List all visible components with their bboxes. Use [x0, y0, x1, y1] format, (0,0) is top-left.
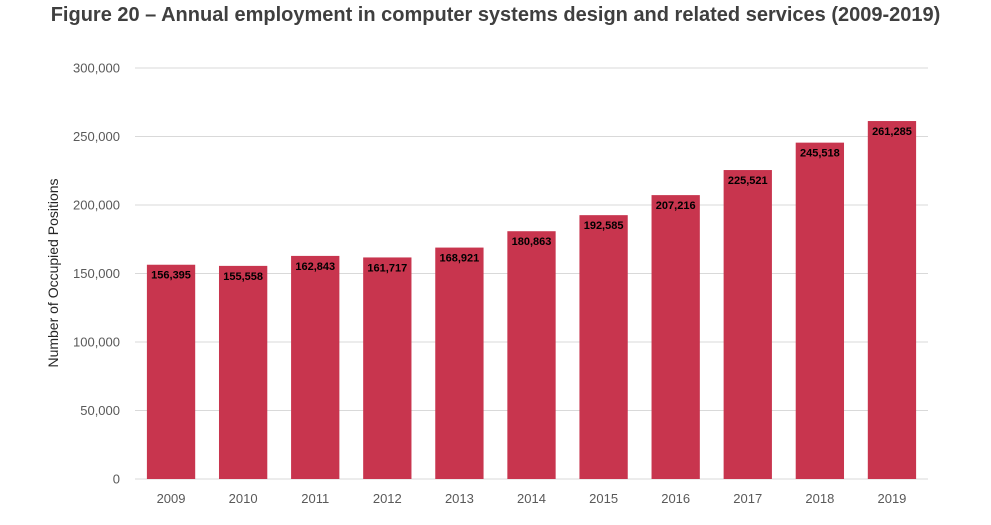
- x-tick-label: 2011: [301, 491, 329, 506]
- bar: [867, 121, 917, 479]
- bar: [507, 231, 556, 479]
- x-tick-label: 2014: [517, 491, 546, 506]
- data-label: 155,558: [223, 271, 263, 283]
- bar: [435, 247, 484, 479]
- x-axis-ticks: 2009 2010 2011 2012 2013 2014 2015 2016 2017 2018…: [157, 491, 907, 506]
- x-tick-label: 2019: [877, 491, 906, 506]
- bar: [579, 215, 628, 479]
- bar: [218, 265, 268, 479]
- x-tick-label: 2017: [733, 491, 762, 506]
- x-tick-label: 2010: [229, 491, 258, 506]
- x-tick-label: 2012: [373, 491, 402, 506]
- data-label: 168,921: [440, 253, 480, 265]
- x-tick-label: 2018: [805, 491, 834, 506]
- bar: [651, 195, 700, 479]
- chart-title: Figure 20 – Annual employment in compute…: [50, 4, 941, 26]
- y-tick-label: 50,000: [80, 403, 120, 418]
- y-tick-label: 250,000: [73, 129, 120, 144]
- data-label: 225,521: [728, 175, 768, 187]
- data-label: 162,843: [295, 261, 335, 273]
- data-label: 156,395: [151, 270, 191, 282]
- bar: [795, 142, 845, 480]
- y-tick-label: 300,000: [73, 61, 120, 76]
- x-tick-label: 2015: [589, 491, 618, 506]
- data-label: 261,285: [872, 126, 912, 138]
- data-label: 207,216: [656, 200, 696, 212]
- x-tick-label: 2009: [157, 491, 186, 506]
- data-label: 192,585: [584, 220, 624, 232]
- x-tick-label: 2016: [661, 491, 690, 506]
- y-tick-label: 0: [113, 472, 120, 487]
- y-axis-title: Number of Occupied Positions: [45, 178, 61, 367]
- bar: [723, 170, 772, 479]
- data-label: 161,717: [367, 262, 407, 274]
- y-tick-label: 200,000: [73, 198, 120, 213]
- bar: [291, 255, 340, 479]
- x-tick-label: 2013: [445, 491, 474, 506]
- bars: [146, 121, 917, 480]
- bar: [146, 264, 196, 479]
- data-labels: 156,395 155,558 162,843 161,717 168,921 180,8…: [151, 126, 912, 283]
- y-tick-label: 150,000: [73, 266, 120, 281]
- y-axis-ticks: 0 50,000 100,000 150,000 200,000 250,000 300,0…: [73, 61, 120, 487]
- data-label: 180,863: [512, 236, 552, 248]
- bar: [363, 257, 412, 479]
- y-tick-label: 100,000: [73, 335, 120, 350]
- data-label: 245,518: [800, 148, 840, 160]
